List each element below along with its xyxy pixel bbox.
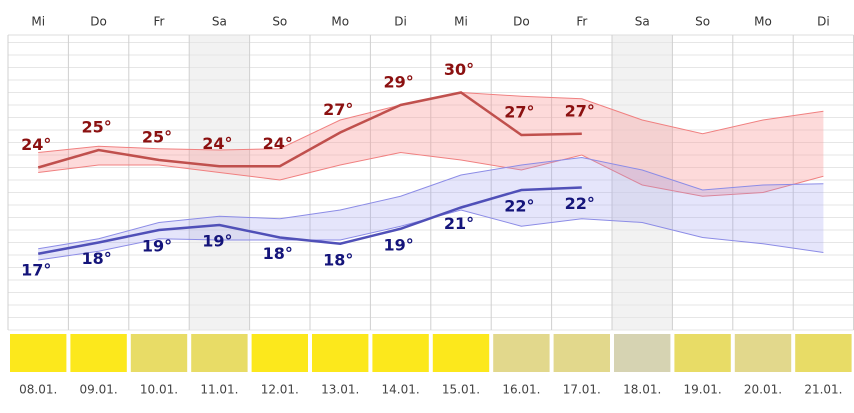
date-label: 12.01. — [261, 383, 299, 397]
date-label: 19.01. — [684, 383, 722, 397]
condition-block — [372, 334, 429, 372]
temp-line — [37, 91, 582, 169]
day-label: Di — [394, 15, 407, 29]
condition-block — [432, 334, 490, 372]
weekend-shade — [189, 35, 250, 330]
day-label: Do — [90, 15, 107, 29]
temp-label: 22° — [504, 197, 534, 216]
temp-label: 24° — [21, 135, 51, 154]
band-edge — [38, 151, 824, 197]
day-label: Mi — [454, 15, 468, 29]
temp-label: 22° — [565, 194, 595, 213]
day-label: Sa — [212, 15, 227, 29]
temp-label: 29° — [383, 73, 413, 92]
temp-label: 25° — [81, 118, 111, 137]
date-label: 16.01. — [502, 383, 540, 397]
temp-line — [37, 186, 582, 255]
condition-block — [553, 334, 610, 372]
condition-block — [674, 334, 731, 372]
date-label: 17.01. — [563, 383, 601, 397]
date-label: 15.01. — [442, 383, 480, 397]
temp-label: 19° — [383, 235, 413, 254]
weekend-shade — [612, 35, 673, 330]
day-label: Sa — [635, 15, 650, 29]
temp-label: 24° — [263, 134, 293, 153]
day-label: Mo — [331, 15, 349, 29]
temp-label: 27° — [323, 100, 353, 119]
temp-label: 19° — [202, 232, 232, 251]
temp-band — [38, 92, 824, 197]
temp-label: 24° — [202, 134, 232, 153]
day-label: Mi — [31, 15, 45, 29]
day-label: Fr — [154, 15, 165, 29]
condition-block — [614, 334, 671, 372]
condition-block — [10, 334, 67, 372]
condition-block — [130, 334, 188, 372]
day-label: Di — [817, 15, 830, 29]
temp-label: 21° — [444, 214, 474, 233]
temp-label: 27° — [504, 103, 534, 122]
day-label: So — [272, 15, 287, 29]
temp-label: 18° — [323, 250, 353, 269]
temp-label: 17° — [21, 260, 51, 279]
temp-label: 18° — [263, 244, 293, 263]
day-label: Mo — [754, 15, 772, 29]
day-label: Do — [513, 15, 530, 29]
date-label: 08.01. — [19, 383, 57, 397]
condition-block — [734, 334, 792, 372]
condition-block — [251, 334, 308, 372]
date-label: 18.01. — [623, 383, 661, 397]
date-label: 09.01. — [80, 383, 118, 397]
date-label: 13.01. — [321, 383, 359, 397]
temp-label: 30° — [444, 60, 474, 79]
condition-block — [191, 334, 248, 372]
band-edge — [38, 156, 824, 250]
temp-band — [38, 157, 824, 260]
temp-label: 25° — [142, 128, 172, 147]
condition-block — [312, 334, 369, 372]
condition-block — [493, 334, 550, 372]
day-label: Fr — [576, 15, 587, 29]
date-label: 10.01. — [140, 383, 178, 397]
temp-label: 19° — [142, 237, 172, 256]
date-label: 20.01. — [744, 383, 782, 397]
temp-label: 18° — [81, 249, 111, 268]
condition-block — [70, 334, 127, 372]
date-label: 14.01. — [382, 383, 420, 397]
condition-block — [795, 334, 852, 372]
date-label: 11.01. — [200, 383, 238, 397]
day-label: So — [695, 15, 710, 29]
date-label: 21.01. — [804, 383, 842, 397]
temp-label: 27° — [565, 101, 595, 120]
